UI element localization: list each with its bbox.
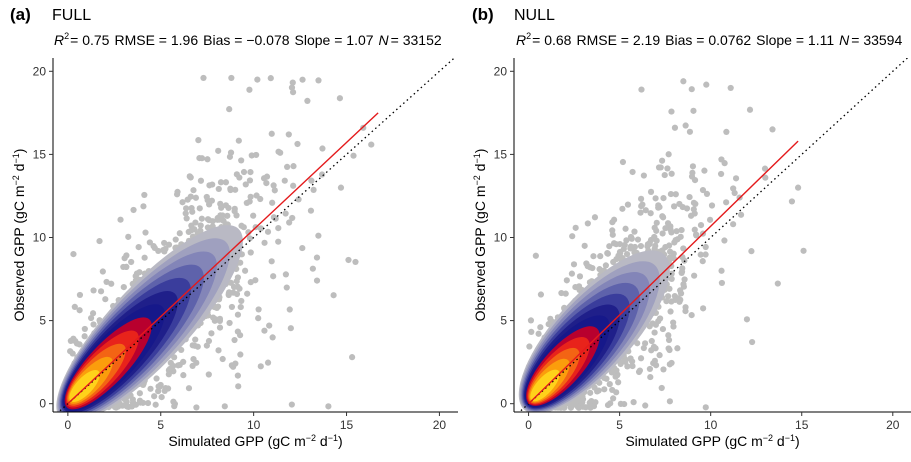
outlier-point xyxy=(728,85,734,91)
outlier-point xyxy=(254,77,260,83)
x-tick-label: 5 xyxy=(616,418,623,432)
panel-a: 0 5 10 15 20 0 5 10 15 20 Simulated GPP (gC m−2 d−… xyxy=(10,5,458,449)
plot-area xyxy=(496,55,911,436)
x-tick-label: 0 xyxy=(65,418,72,432)
y-tick-label: 15 xyxy=(494,147,508,161)
y-tick-label: 20 xyxy=(494,64,508,78)
outlier-point xyxy=(200,75,206,81)
panel-letter: (a) xyxy=(10,5,31,24)
outlier-point xyxy=(228,75,234,81)
x-tick-label: 20 xyxy=(886,418,900,432)
outlier-point xyxy=(638,86,644,92)
x-axis-title: Simulated GPP (gC m−2 d−1) xyxy=(625,433,799,449)
outlier-point xyxy=(533,253,539,259)
x-tick-label: 20 xyxy=(433,418,447,432)
outlier-point xyxy=(70,251,76,257)
x-tick-label: 5 xyxy=(157,418,164,432)
y-tick-label: 15 xyxy=(33,147,47,161)
x-tick-label: 15 xyxy=(795,418,809,432)
y-tick-label: 5 xyxy=(500,314,507,328)
y-tick-label: 10 xyxy=(33,230,47,244)
outlier-point xyxy=(338,185,344,191)
panel-b: 0 5 10 15 20 0 5 10 15 20 Simulated GPP (gC m−2 d−… xyxy=(472,5,911,449)
outlier-point xyxy=(680,78,686,84)
panel-title: NULL xyxy=(514,7,555,24)
y-tick-label: 0 xyxy=(39,397,46,411)
y-tick-label: 0 xyxy=(500,397,507,411)
x-axis-title: Simulated GPP (gC m−2 d−1) xyxy=(168,433,342,449)
x-tick-label: 0 xyxy=(525,418,532,432)
y-tick-label: 20 xyxy=(33,64,47,78)
y-tick-label: 5 xyxy=(39,314,46,328)
fit-line xyxy=(529,141,799,404)
panel-title: FULL xyxy=(52,7,91,24)
x-tick-label: 10 xyxy=(247,418,261,432)
outlier-point xyxy=(349,354,355,360)
plot-area xyxy=(32,55,458,446)
y-axis-title: Observed GPP (gC m−2 d−1) xyxy=(11,149,27,322)
x-tick-label: 15 xyxy=(340,418,354,432)
y-axis-title: Observed GPP (gC m−2 d−1) xyxy=(472,149,488,322)
outlier-point xyxy=(795,185,801,191)
panel-letter: (b) xyxy=(472,5,494,24)
y-tick-label: 10 xyxy=(494,230,508,244)
x-tick-label: 10 xyxy=(704,418,718,432)
outlier-point xyxy=(800,248,806,254)
